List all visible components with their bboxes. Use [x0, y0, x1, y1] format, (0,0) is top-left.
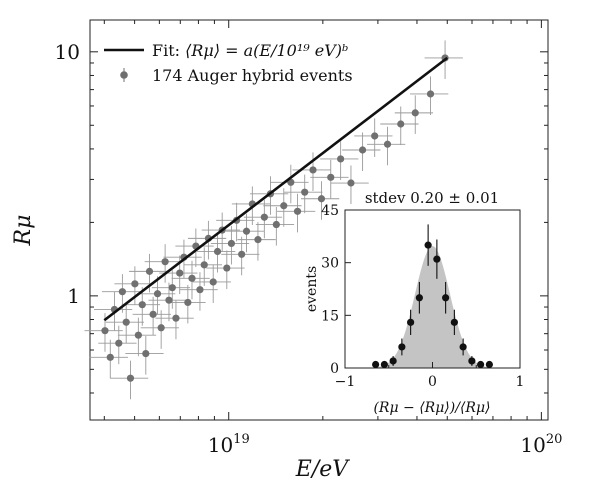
inset-y-tick-label: 30 [321, 256, 339, 272]
data-point [337, 155, 345, 163]
data-point [358, 146, 367, 154]
data-point [138, 301, 146, 309]
inset-data-point [372, 360, 380, 369]
inset-data-point [424, 241, 432, 249]
data-point [131, 280, 139, 288]
data-point [157, 324, 165, 332]
data-point [142, 350, 150, 358]
y-axis-label: Rμ [11, 215, 36, 247]
data-point [397, 120, 405, 128]
data-point [134, 331, 142, 339]
data-point [161, 258, 169, 266]
data-point [145, 267, 154, 275]
inset-data-point [415, 294, 423, 302]
data-point [347, 179, 355, 187]
inset-x-tick-labels: −1 0 1 [335, 374, 525, 390]
inset-ticks [344, 209, 521, 369]
legend-marker-swatch [120, 71, 128, 79]
inset-points [372, 241, 493, 369]
x-tick-labels: 1019 1020 [208, 432, 563, 457]
data-point [213, 247, 222, 256]
inset-y-axis-label: events [304, 266, 320, 312]
data-point [426, 90, 435, 98]
data-point [383, 140, 392, 148]
inset-gaussian-fill [345, 246, 520, 368]
inset-y-tick-label: 0 [330, 361, 339, 377]
data-point [371, 132, 379, 140]
data-point [118, 288, 126, 296]
inset-x-tick-label: 0 [428, 374, 437, 390]
data-point [101, 327, 109, 335]
data-point [301, 188, 309, 196]
inset-data-point [442, 294, 450, 302]
y-tick-label: 1 [67, 284, 80, 308]
main-ticks [90, 20, 548, 420]
inset-data-point [477, 360, 485, 369]
data-point [293, 207, 302, 215]
inset-data-point [389, 357, 397, 365]
data-point [309, 166, 317, 174]
data-point [272, 220, 280, 229]
inset-y-tick-label: 15 [321, 308, 339, 324]
inset-data-point [398, 343, 406, 351]
y-tick-labels: 1 10 [55, 40, 80, 308]
data-point [188, 274, 196, 282]
data-point [242, 227, 251, 235]
data-point [200, 261, 208, 269]
data-point [196, 286, 204, 294]
data-point [115, 339, 123, 347]
inset-x-tick-label: 1 [516, 374, 525, 390]
inset-data-point [450, 318, 458, 326]
data-point [280, 202, 288, 210]
inset-data-point [485, 360, 493, 369]
inset-data-point [380, 360, 388, 369]
main-plot-frame [89, 19, 549, 421]
data-point [209, 278, 217, 286]
y-tick-label: 10 [55, 40, 80, 64]
legend: Fit: ⟨Rμ⟩ = a(E/10¹⁹ eV)ᵇ 174 Auger hybr… [104, 41, 353, 85]
data-point [165, 296, 173, 304]
data-point [238, 250, 246, 258]
inset-data-point [433, 255, 441, 263]
data-point [223, 264, 231, 272]
data-point [327, 173, 335, 181]
fit-line [103, 56, 449, 322]
data-point [317, 195, 326, 203]
legend-events-label: 174 Auger hybrid events [152, 66, 353, 85]
inset-data-point [468, 357, 476, 365]
main-points [101, 54, 449, 382]
x-tick-label: 1020 [520, 432, 562, 457]
data-point [153, 290, 162, 298]
data-point [168, 284, 176, 292]
inset-y-tick-label: 45 [321, 203, 339, 219]
data-point [260, 213, 268, 221]
inset-data-point [407, 318, 415, 326]
inset-data-point [459, 343, 467, 351]
data-point [172, 314, 180, 322]
data-point [106, 353, 114, 361]
data-point [184, 298, 192, 307]
x-tick-label: 1019 [208, 432, 250, 457]
inset-y-tick-labels: 0 15 30 45 [321, 203, 339, 377]
inset-x-tick-label: −1 [335, 374, 356, 390]
data-point [411, 109, 419, 117]
data-point [227, 239, 236, 248]
data-point [149, 310, 157, 318]
data-point [126, 374, 135, 382]
inset-x-axis-label: (Rμ − ⟨Rμ⟩)/⟨Rμ⟩ [373, 400, 490, 416]
inset-title: stdev 0.20 ± 0.01 [365, 189, 499, 207]
data-point [122, 318, 130, 326]
x-axis-label: E/eV [295, 457, 350, 482]
legend-fit-label: Fit: ⟨Rμ⟩ = a(E/10¹⁹ eV)ᵇ [152, 41, 348, 60]
data-point [254, 236, 262, 244]
data-point [176, 269, 184, 277]
